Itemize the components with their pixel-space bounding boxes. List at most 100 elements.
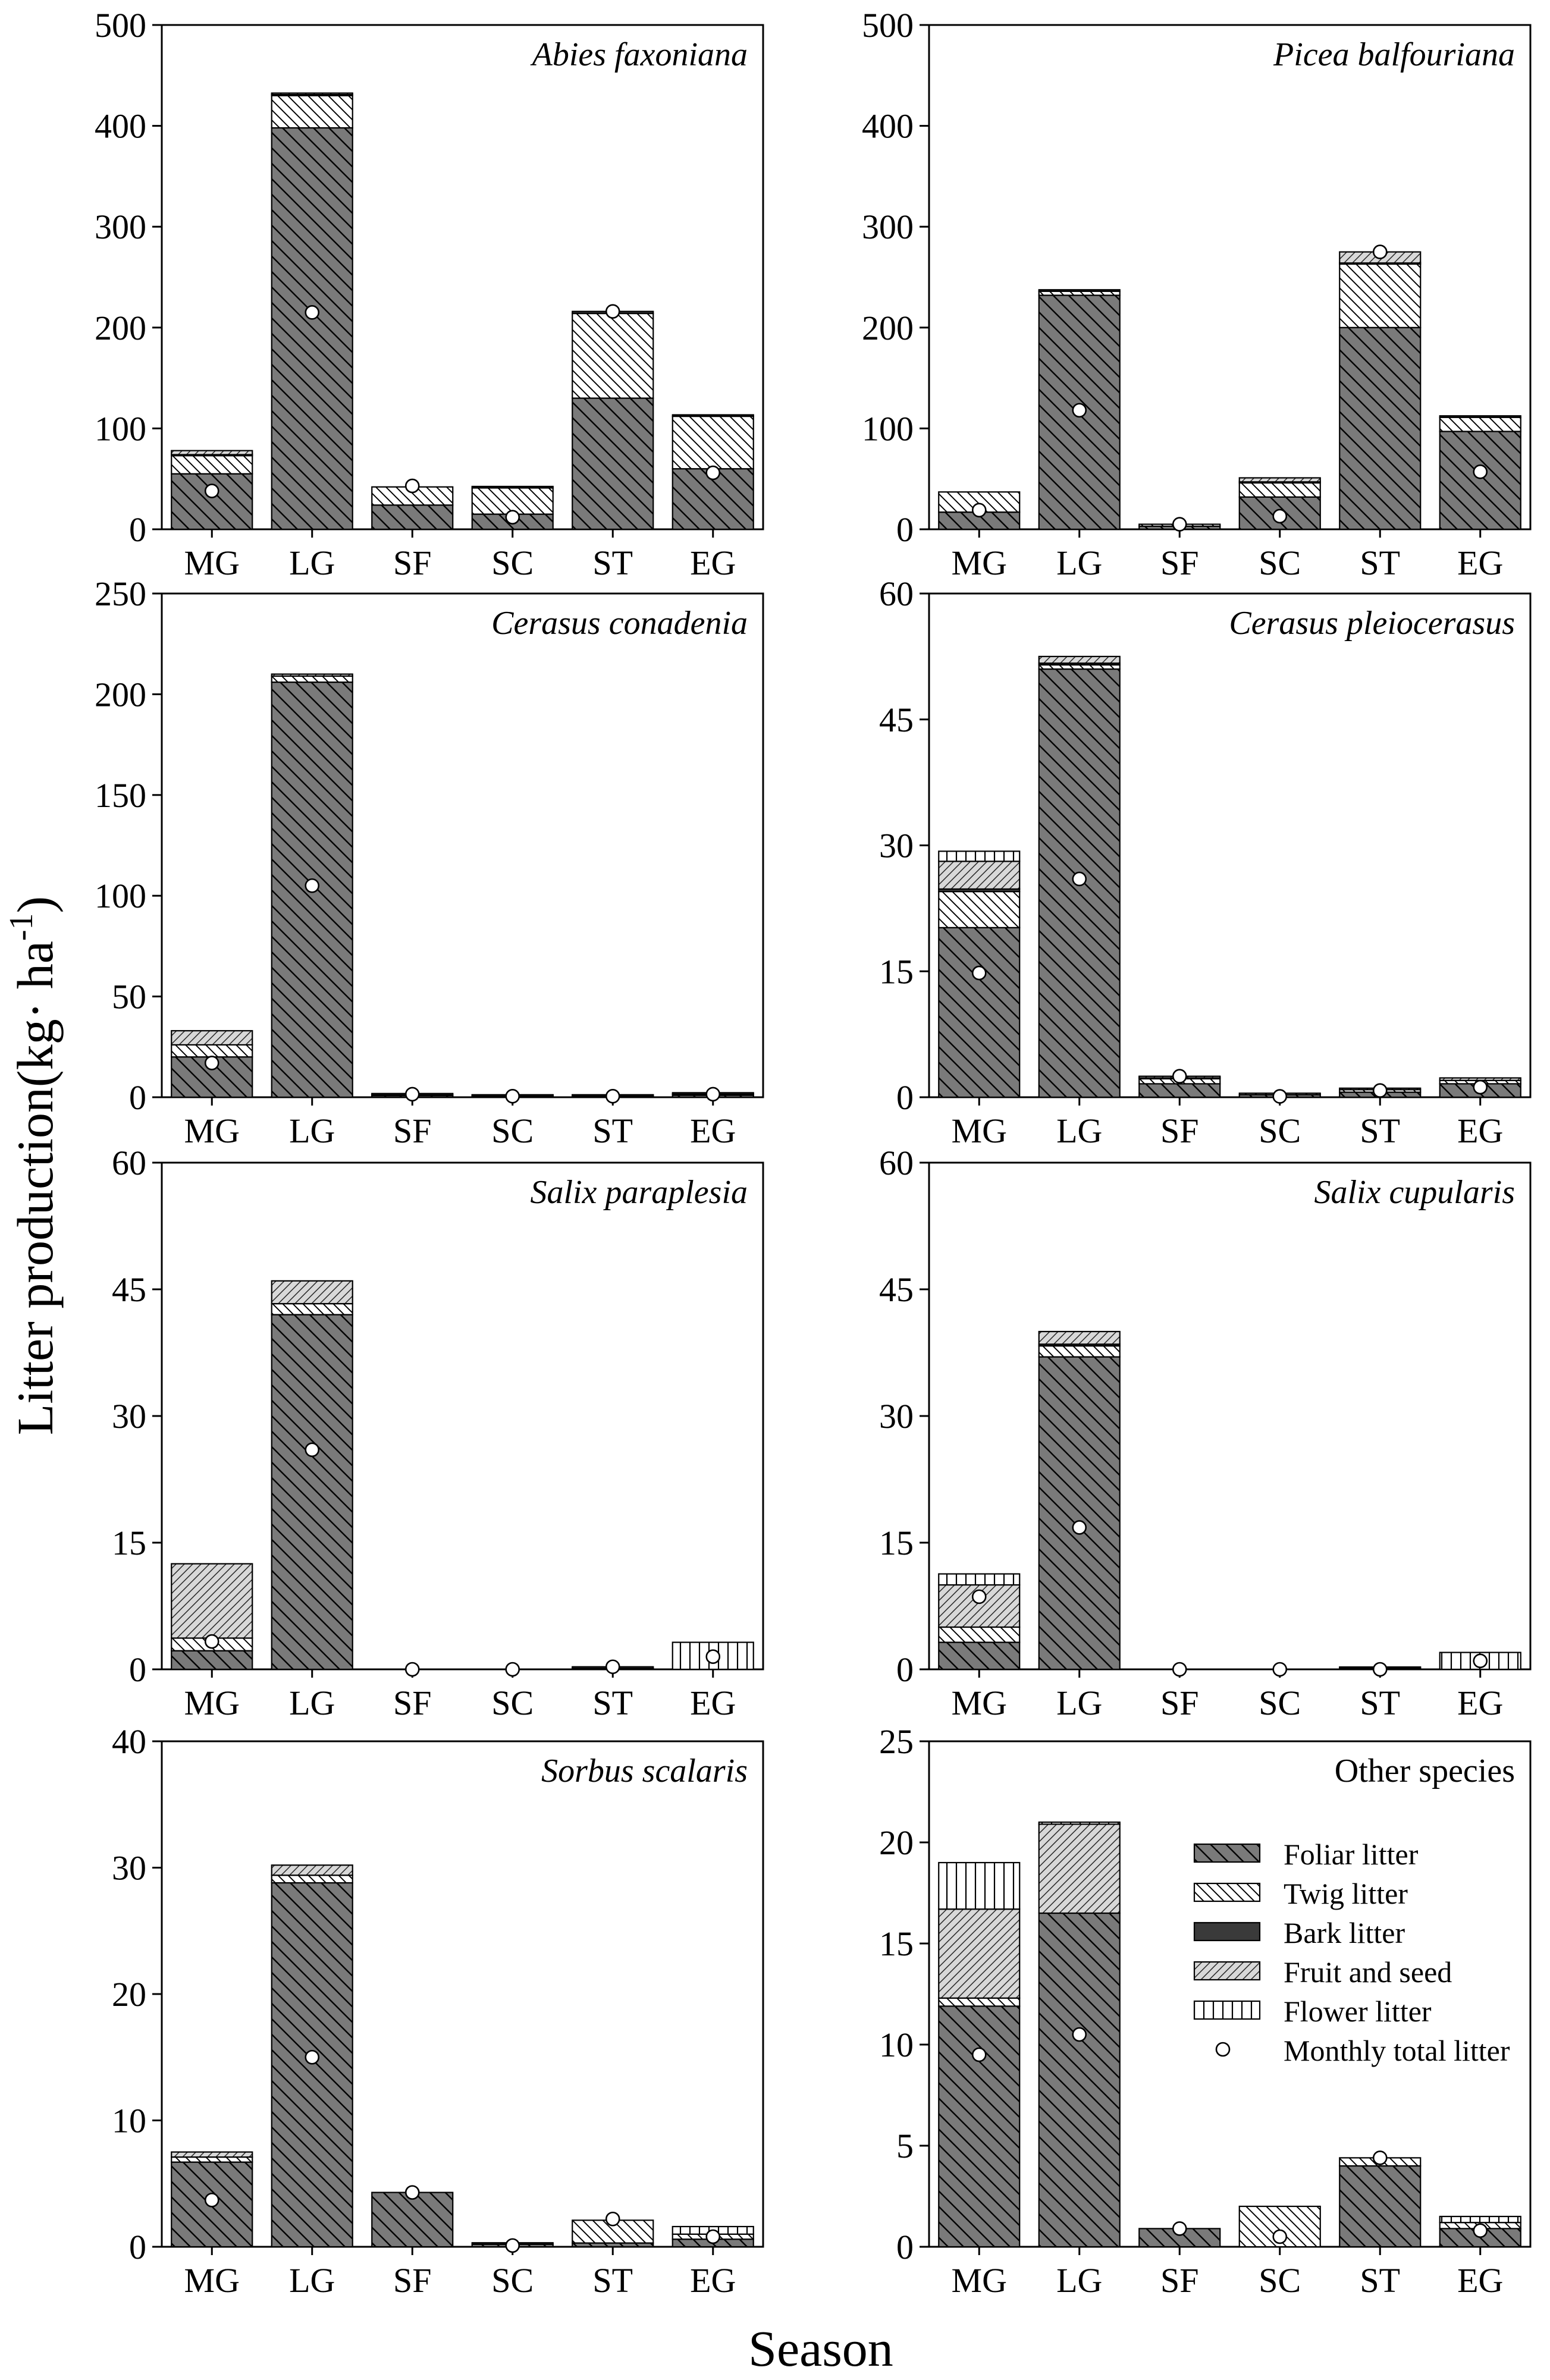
legend-label-flower: Flower litter <box>1284 1995 1432 2028</box>
monthly-total-point <box>1172 1662 1187 1677</box>
monthly-total-point <box>971 1589 987 1605</box>
x-tick-label: EG <box>1457 1111 1503 1150</box>
monthly-total-point <box>1473 1079 1488 1095</box>
bar-segment-foliar <box>572 397 654 530</box>
monthly-total-point <box>1072 1520 1087 1535</box>
y-tick-label: 200 <box>95 309 146 347</box>
legend-label-bark: Bark litter <box>1284 1916 1405 1949</box>
bar-segment-twig <box>1238 2205 1321 2248</box>
panel-title: Sorbus scalaris <box>541 1753 748 1789</box>
monthly-total-point <box>505 510 520 525</box>
monthly-total-point <box>1072 871 1087 887</box>
bar-segment-twig <box>938 891 1021 928</box>
y-tick-label: 250 <box>95 574 146 613</box>
x-tick-label: SC <box>491 1684 534 1722</box>
plot-frame <box>928 1740 1532 2248</box>
bar-segment-twig <box>938 1997 1021 2007</box>
bar-segment-foliar <box>171 473 253 530</box>
bar-segment-twig <box>1038 1345 1121 1358</box>
legend-swatch-flower <box>1193 2000 1261 2020</box>
bar-segment-twig <box>1439 416 1521 432</box>
x-tick-label: EG <box>690 1111 736 1150</box>
x-tick-label: ST <box>592 1684 633 1722</box>
x-tick-label: SF <box>1160 544 1199 582</box>
monthly-total-point <box>971 503 987 518</box>
y-tick-label: 300 <box>95 208 146 246</box>
x-tick-label: MG <box>184 1684 240 1722</box>
monthly-total-point <box>1272 1089 1288 1104</box>
y-tick-label: 10 <box>112 2102 146 2140</box>
bar-segment-fruit <box>1038 1330 1121 1345</box>
y-tick-label: 30 <box>112 1397 146 1436</box>
y-tick-label: 5 <box>896 2127 914 2165</box>
x-tick-label: EG <box>1457 2261 1503 2300</box>
x-tick-label: ST <box>1360 2261 1400 2300</box>
panel-other-species: 0 5 10 15 20 25 MG LG SF SC ST EG Other species <box>879 1722 1532 2300</box>
x-tick-label: SF <box>1160 2261 1199 2300</box>
y-tick-label: 100 <box>862 409 914 448</box>
monthly-total-point <box>1372 244 1388 259</box>
y-tick-label: 100 <box>95 877 146 915</box>
panel-title: Abies faxoniana <box>530 36 748 73</box>
x-tick-label: SC <box>491 1111 534 1150</box>
y-tick-label: 200 <box>862 309 914 347</box>
y-axis-label: Litter production(kg· ha-1) <box>3 896 64 1435</box>
monthly-total-point <box>1372 1083 1388 1098</box>
panel-title: Cerasus conadenia <box>491 605 748 642</box>
panel-title: Cerasus pleiocerasus <box>1229 605 1515 642</box>
x-tick-label: LG <box>1056 544 1102 582</box>
bar-segment-foliar <box>271 127 353 530</box>
x-tick-label: MG <box>184 2261 240 2300</box>
x-tick-label: SF <box>1160 1111 1199 1150</box>
monthly-total-point <box>1372 1662 1388 1677</box>
bar-segment-flower <box>938 850 1021 862</box>
x-tick-label: MG <box>952 2261 1007 2300</box>
y-tick-label: 15 <box>879 1924 914 1963</box>
x-tick-label: LG <box>1056 1684 1102 1722</box>
y-tick-label: 15 <box>112 1524 146 1562</box>
panel-title: Salix cupularis <box>1314 1174 1515 1211</box>
legend-label-fruit: Fruit and seed <box>1284 1955 1452 1989</box>
bar-segment-fruit <box>171 1563 253 1639</box>
y-tick-label: 15 <box>879 952 914 991</box>
legend-swatch-twig <box>1193 1882 1261 1902</box>
monthly-total-point <box>705 465 721 481</box>
x-tick-label: SC <box>1259 1684 1301 1722</box>
bar-segment-twig <box>271 1875 353 1884</box>
y-tick-label: 30 <box>879 1397 914 1436</box>
bar-segment-fruit <box>938 1908 1021 1999</box>
monthly-total-point <box>404 1087 420 1102</box>
bar-segment-foliar <box>1339 2165 1422 2248</box>
legend-swatch-fruit <box>1193 1961 1261 1981</box>
x-tick-label: SF <box>1160 1684 1199 1722</box>
y-tick-label: 0 <box>896 1650 914 1689</box>
bar-segment-bark <box>1439 415 1521 418</box>
y-tick-label: 400 <box>862 107 914 146</box>
y-tick-label: 0 <box>129 510 146 549</box>
x-tick-label: ST <box>592 544 633 582</box>
x-tick-label: SC <box>491 2261 534 2300</box>
y-tick-label: 0 <box>896 2228 914 2266</box>
bar-segment-foliar <box>271 1314 353 1671</box>
monthly-total-point <box>605 2211 620 2227</box>
y-tick-label: 0 <box>896 510 914 549</box>
x-axis-label: Season <box>748 2320 893 2377</box>
x-tick-label: SF <box>393 2261 432 2300</box>
monthly-total-point <box>1272 508 1288 524</box>
bar-segment-fruit <box>271 1280 353 1305</box>
bar-segment-twig <box>171 1044 253 1058</box>
y-tick-label: 20 <box>112 1975 146 2014</box>
panel-sorbus-scalaris: 0 10 20 30 40 MG LG SF SC ST EG Sorbus scalaris <box>112 1722 764 2300</box>
legend-swatch-bark <box>1193 1921 1261 1942</box>
bar-segment-twig <box>271 95 353 129</box>
y-tick-label: 45 <box>879 701 914 739</box>
bar-segment-flower <box>1439 2215 1521 2224</box>
y-tick-label: 200 <box>95 675 146 714</box>
monthly-total-point <box>1172 1069 1187 1084</box>
y-tick-label: 100 <box>95 409 146 448</box>
monthly-total-point <box>971 2047 987 2062</box>
bar-segment-foliar <box>1138 1083 1221 1098</box>
x-tick-label: EG <box>690 544 736 582</box>
y-tick-label: 45 <box>879 1270 914 1309</box>
y-tick-label: 20 <box>879 1823 914 1862</box>
